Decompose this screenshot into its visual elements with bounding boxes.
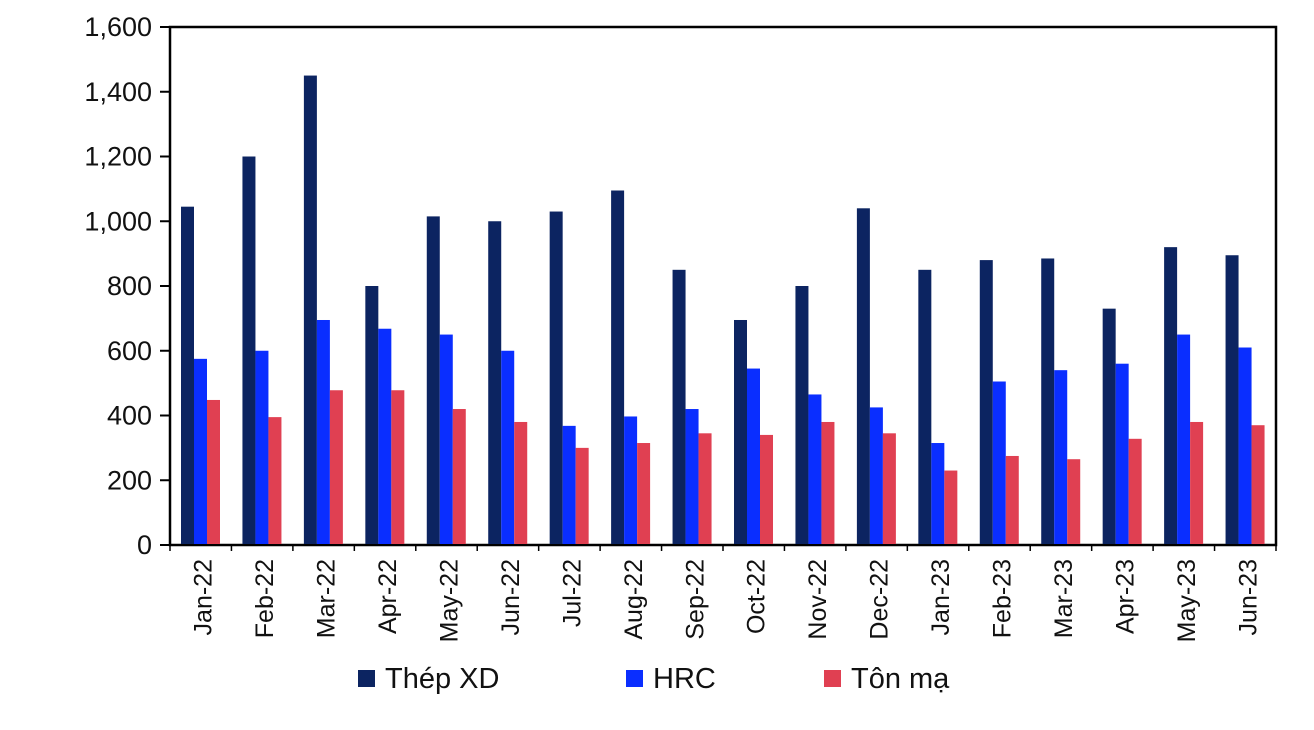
bar-hrc-oct-22 <box>747 368 760 545</box>
bar-hrc-apr-23 <box>1115 363 1129 545</box>
x-tick-label: Dec-22 <box>866 559 894 640</box>
bar-thép-xd-mar-22 <box>303 75 317 545</box>
bar-tôn-mạ-mar-23 <box>1067 459 1081 545</box>
y-tick-label: 400 <box>107 401 152 431</box>
y-tick-label: 1,000 <box>84 206 152 236</box>
bar-tôn-mạ-jan-22 <box>207 399 220 545</box>
bar-thép-xd-apr-23 <box>1102 308 1116 545</box>
x-axis: Jan-22 Feb-22 Mar-22 Apr-22 May-22 Jun-22 Jul-… <box>169 544 1277 642</box>
bar-thép-xd-may-23 <box>1164 247 1178 545</box>
y-tick-label: 800 <box>107 271 152 301</box>
bar-tôn-mạ-jul-22 <box>575 447 589 545</box>
x-tick-label: Apr-23 <box>1111 559 1139 634</box>
bar-tôn-mạ-feb-22 <box>268 417 282 545</box>
x-tick-label: Jun-23 <box>1234 559 1262 635</box>
bar-hrc-jun-22 <box>501 350 515 545</box>
legend-swatch-thép-xd <box>358 670 375 687</box>
bar-thép-xd-feb-23 <box>979 260 993 545</box>
x-tick-label: Mar-22 <box>313 559 341 638</box>
bar-hrc-feb-22 <box>255 350 269 545</box>
y-tick-label: 200 <box>107 465 152 495</box>
bar-thép-xd-oct-22 <box>734 319 747 545</box>
x-tick-label: Apr-22 <box>374 559 402 634</box>
bar-hrc-jun-23 <box>1238 347 1252 545</box>
x-tick-label: Jun-22 <box>497 559 525 635</box>
bar-tôn-mạ-aug-22 <box>637 443 651 545</box>
y-tick-label: 1,600 <box>84 12 152 42</box>
x-tick-label: May-23 <box>1173 559 1201 642</box>
bar-tôn-mạ-nov-22 <box>821 421 835 545</box>
bar-tôn-mạ-sep-22 <box>698 433 712 545</box>
bar-hrc-may-23 <box>1177 334 1191 545</box>
bar-hrc-feb-23 <box>992 381 1006 545</box>
bar-thép-xd-may-22 <box>426 216 440 546</box>
legend-swatch-tôn-mạ <box>824 670 841 687</box>
legend-swatch-hrc <box>626 670 643 687</box>
bar-thép-xd-apr-22 <box>365 286 379 545</box>
y-tick-label: 1,400 <box>84 77 152 107</box>
bar-thép-xd-dec-22 <box>856 208 870 546</box>
legend-label: Tôn mạ <box>851 663 950 695</box>
y-axis: 0 200 400 600 800 1,000 1,200 1,400 1,600 <box>84 12 171 560</box>
bar-tôn-mạ-dec-22 <box>882 433 896 545</box>
y-tick-label: 0 <box>137 530 152 560</box>
bar-tôn-mạ-may-22 <box>452 409 466 545</box>
legend: Thép XD HRC Tôn mạ <box>358 663 950 695</box>
legend-label: Thép XD <box>385 663 499 695</box>
x-tick-label: Mar-23 <box>1050 559 1078 638</box>
bar-hrc-jan-22 <box>194 358 207 545</box>
bar-thép-xd-jun-23 <box>1225 255 1239 545</box>
bar-tôn-mạ-may-23 <box>1190 421 1204 545</box>
bar-thép-xd-jun-22 <box>488 221 502 545</box>
x-tick-label: Aug-22 <box>620 559 648 640</box>
bar-tôn-mạ-feb-23 <box>1005 455 1019 545</box>
bar-thép-xd-jul-22 <box>549 211 563 545</box>
bar-tôn-mạ-jun-23 <box>1251 425 1265 545</box>
bar-thép-xd-aug-22 <box>611 190 625 545</box>
bar-hrc-jul-22 <box>562 425 576 545</box>
x-tick-label: May-22 <box>436 559 464 642</box>
bar-thép-xd-nov-22 <box>795 286 809 545</box>
bar-hrc-mar-23 <box>1054 370 1068 545</box>
bar-tôn-mạ-jan-23 <box>944 470 958 545</box>
bar-tôn-mạ-apr-22 <box>391 390 405 545</box>
x-tick-label: Oct-22 <box>743 559 771 634</box>
bar-thép-xd-feb-22 <box>242 156 256 545</box>
y-tick-label: 1,200 <box>84 142 152 172</box>
bar-hrc-aug-22 <box>624 416 638 545</box>
bars <box>181 75 1265 546</box>
bar-hrc-mar-22 <box>316 319 330 545</box>
legend-label: HRC <box>653 663 716 695</box>
bar-thép-xd-mar-23 <box>1041 258 1055 545</box>
bar-hrc-nov-22 <box>808 394 822 545</box>
bar-hrc-apr-22 <box>378 328 392 545</box>
x-tick-label: Jan-23 <box>927 559 955 635</box>
bar-tôn-mạ-oct-22 <box>760 434 773 545</box>
x-tick-label: Jan-22 <box>190 559 218 635</box>
y-tick-label: 600 <box>107 336 152 366</box>
bar-tôn-mạ-mar-22 <box>329 390 343 545</box>
bar-tôn-mạ-apr-23 <box>1128 438 1142 545</box>
x-tick-label: Sep-22 <box>681 559 709 640</box>
bar-hrc-may-22 <box>439 334 453 545</box>
bar-hrc-jan-23 <box>931 443 945 545</box>
bar-thép-xd-sep-22 <box>672 269 686 545</box>
bar-hrc-dec-22 <box>869 407 883 545</box>
x-tick-label: Feb-23 <box>989 559 1017 638</box>
x-tick-label: Feb-22 <box>251 559 279 638</box>
bar-hrc-sep-22 <box>685 409 699 545</box>
x-tick-label: Nov-22 <box>804 559 832 640</box>
bar-thép-xd-jan-23 <box>918 269 932 545</box>
x-tick-label: Jul-22 <box>558 559 586 627</box>
bar-thép-xd-jan-22 <box>181 206 194 545</box>
bar-tôn-mạ-jun-22 <box>514 421 528 545</box>
